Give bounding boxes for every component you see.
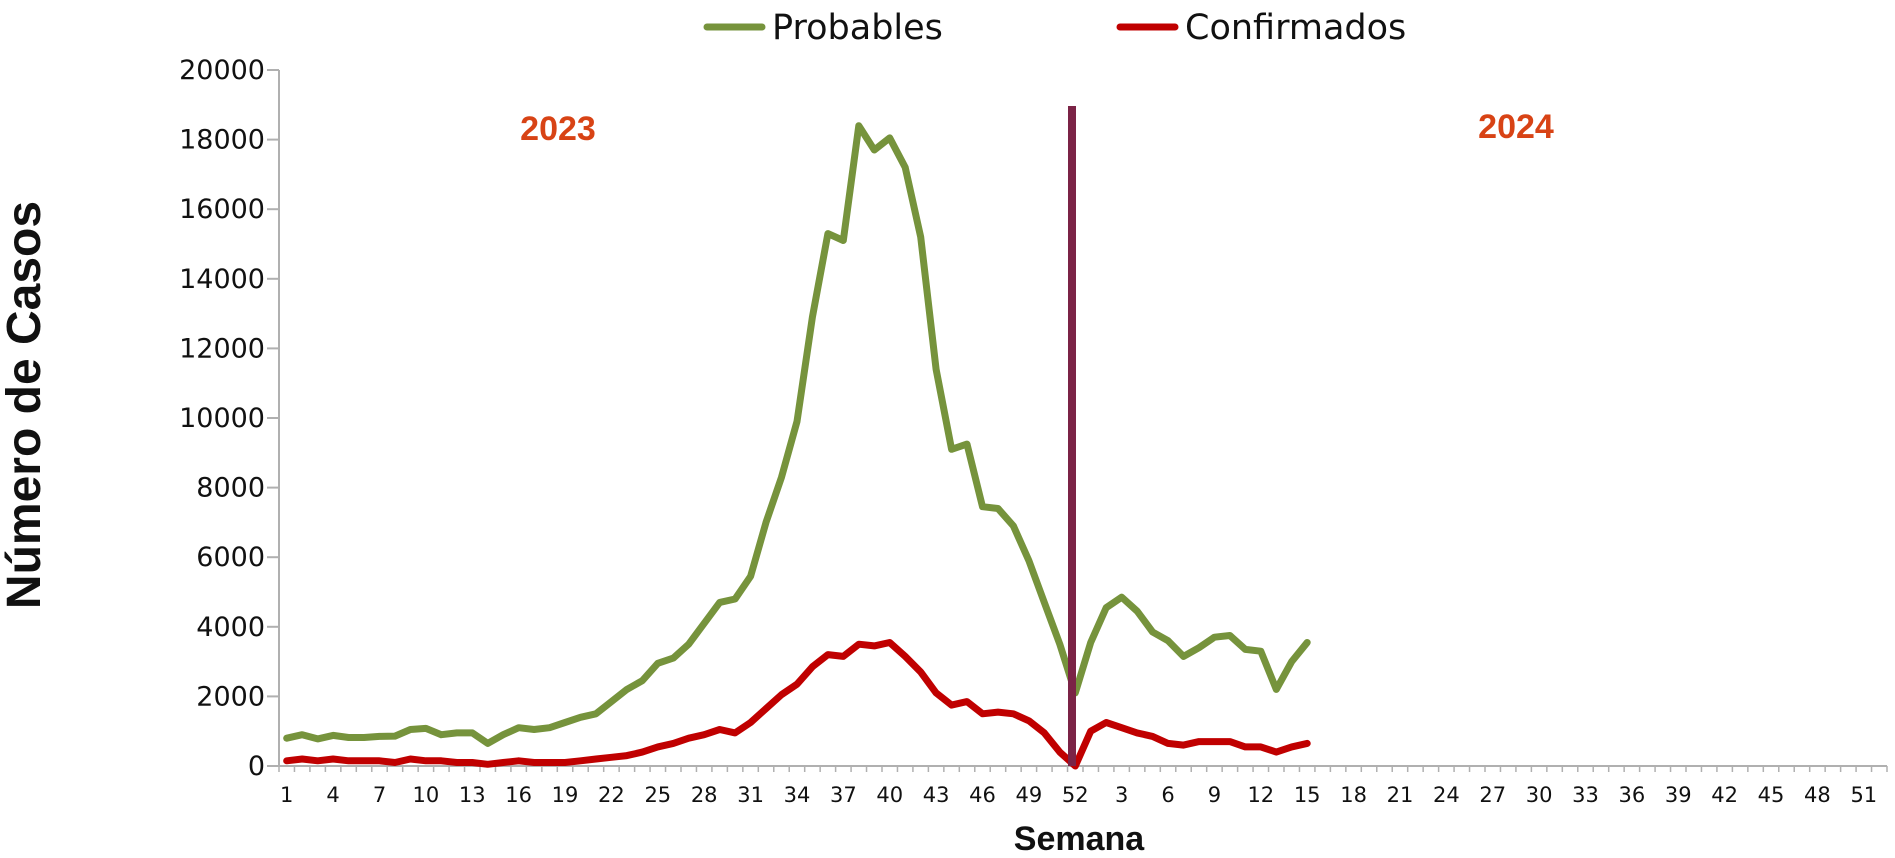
x-tick-label: 10 xyxy=(413,783,440,807)
y-tick-label: 2000 xyxy=(196,681,265,712)
y-tick-label: 4000 xyxy=(196,612,265,643)
legend-label-probables: Probables xyxy=(772,8,943,48)
series-line-probables xyxy=(283,122,1311,747)
x-tick-label: 1 xyxy=(280,783,293,807)
x-tick-label: 42 xyxy=(1711,783,1738,807)
y-tick-label: 16000 xyxy=(179,194,265,225)
y-tick-label: 10000 xyxy=(179,403,265,434)
x-tick-label: 24 xyxy=(1433,783,1460,807)
x-tick-label: 37 xyxy=(830,783,857,807)
x-tick-label: 25 xyxy=(644,783,671,807)
y-tick-label: 0 xyxy=(248,751,265,782)
x-tick-label: 31 xyxy=(737,783,764,807)
year-label-2023: 2023 xyxy=(520,110,596,148)
x-tick-label: 43 xyxy=(923,783,950,807)
y-tick-label: 6000 xyxy=(196,542,265,573)
y-tick-label: 12000 xyxy=(179,333,265,364)
x-tick-label: 19 xyxy=(552,783,579,807)
y-axis-title: Número de Casos xyxy=(0,201,51,609)
y-tick-label: 20000 xyxy=(179,55,265,86)
legend-label-confirmados: Confirmados xyxy=(1185,8,1406,48)
x-tick-label: 15 xyxy=(1294,783,1321,807)
x-tick-label: 40 xyxy=(876,783,903,807)
x-tick-label: 18 xyxy=(1340,783,1367,807)
y-tick-label: 18000 xyxy=(179,125,265,156)
x-tick-label: 13 xyxy=(459,783,486,807)
x-tick-label: 34 xyxy=(784,783,811,807)
x-tick-label: 28 xyxy=(691,783,718,807)
x-tick-label: 6 xyxy=(1161,783,1174,807)
x-tick-label: 48 xyxy=(1804,783,1831,807)
x-tick-label: 7 xyxy=(373,783,386,807)
x-tick-label: 45 xyxy=(1758,783,1785,807)
x-tick-label: 12 xyxy=(1247,783,1274,807)
x-tick-label: 51 xyxy=(1850,783,1877,807)
series-line-confirmados xyxy=(283,639,1311,770)
x-tick-label: 27 xyxy=(1479,783,1506,807)
x-tick-label: 46 xyxy=(969,783,996,807)
series-group xyxy=(283,122,1311,770)
y-tick-label: 8000 xyxy=(196,473,265,504)
x-axis-ticks: 1 4 7 10 13 16 19 22 25 28 31 34 37 40 43 46 49 52 3 6 9 12 15… xyxy=(278,766,1888,807)
x-tick-label: 49 xyxy=(1016,783,1043,807)
y-tick-label: 14000 xyxy=(179,264,265,295)
legend: Probables Confirmados xyxy=(703,8,1406,48)
x-tick-label: 30 xyxy=(1526,783,1553,807)
x-tick-label: 39 xyxy=(1665,783,1692,807)
x-tick-label: 3 xyxy=(1115,783,1128,807)
y-axis-ticks: 0 2000 4000 6000 8000 10000 12000 14000 16000 180… xyxy=(179,55,279,782)
x-tick-label: 21 xyxy=(1387,783,1414,807)
x-tick-label: 33 xyxy=(1572,783,1599,807)
year-label-2024: 2024 xyxy=(1478,108,1554,146)
x-tick-label: 52 xyxy=(1062,783,1089,807)
x-tick-label: 9 xyxy=(1208,783,1221,807)
x-tick-label: 16 xyxy=(505,783,532,807)
x-tick-label: 36 xyxy=(1619,783,1646,807)
x-tick-label: 22 xyxy=(598,783,625,807)
x-tick-label: 4 xyxy=(326,783,339,807)
x-axis-title: Semana xyxy=(1014,820,1145,858)
